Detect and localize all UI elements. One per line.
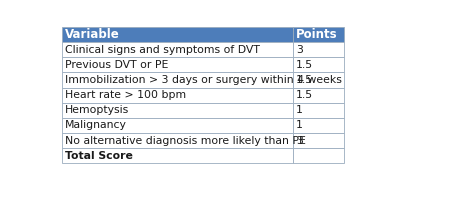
Bar bbox=[62, 118, 293, 133]
Bar bbox=[293, 148, 344, 163]
Text: 1.5: 1.5 bbox=[296, 60, 313, 70]
Bar bbox=[62, 57, 293, 72]
Bar bbox=[62, 72, 293, 88]
Bar bbox=[293, 72, 344, 88]
Bar bbox=[293, 133, 344, 148]
Bar bbox=[293, 88, 344, 103]
Text: Malignancy: Malignancy bbox=[65, 120, 127, 130]
Text: Immobilization > 3 days or surgery within 4 weeks: Immobilization > 3 days or surgery withi… bbox=[65, 75, 342, 85]
Bar bbox=[62, 133, 293, 148]
Bar bbox=[62, 27, 293, 42]
Text: Variable: Variable bbox=[65, 28, 120, 41]
Bar bbox=[62, 88, 293, 103]
Text: Points: Points bbox=[296, 28, 338, 41]
Text: Previous DVT or PE: Previous DVT or PE bbox=[65, 60, 168, 70]
Bar bbox=[62, 42, 293, 57]
Text: 1: 1 bbox=[296, 120, 303, 130]
Bar bbox=[293, 27, 344, 42]
Bar bbox=[293, 42, 344, 57]
Text: 3: 3 bbox=[296, 136, 303, 146]
Text: Heart rate > 100 bpm: Heart rate > 100 bpm bbox=[65, 90, 186, 100]
Text: 3: 3 bbox=[296, 45, 303, 55]
Text: Total Score: Total Score bbox=[65, 151, 133, 161]
Text: No alternative diagnosis more likely than PE: No alternative diagnosis more likely tha… bbox=[65, 136, 306, 146]
Bar bbox=[62, 148, 293, 163]
Text: Hemoptysis: Hemoptysis bbox=[65, 105, 129, 115]
Bar bbox=[62, 103, 293, 118]
Bar bbox=[293, 118, 344, 133]
Bar bbox=[293, 103, 344, 118]
Text: 1: 1 bbox=[296, 105, 303, 115]
Bar bbox=[293, 57, 344, 72]
Text: 1.5: 1.5 bbox=[296, 75, 313, 85]
Text: Clinical signs and symptoms of DVT: Clinical signs and symptoms of DVT bbox=[65, 45, 260, 55]
Text: 1.5: 1.5 bbox=[296, 90, 313, 100]
